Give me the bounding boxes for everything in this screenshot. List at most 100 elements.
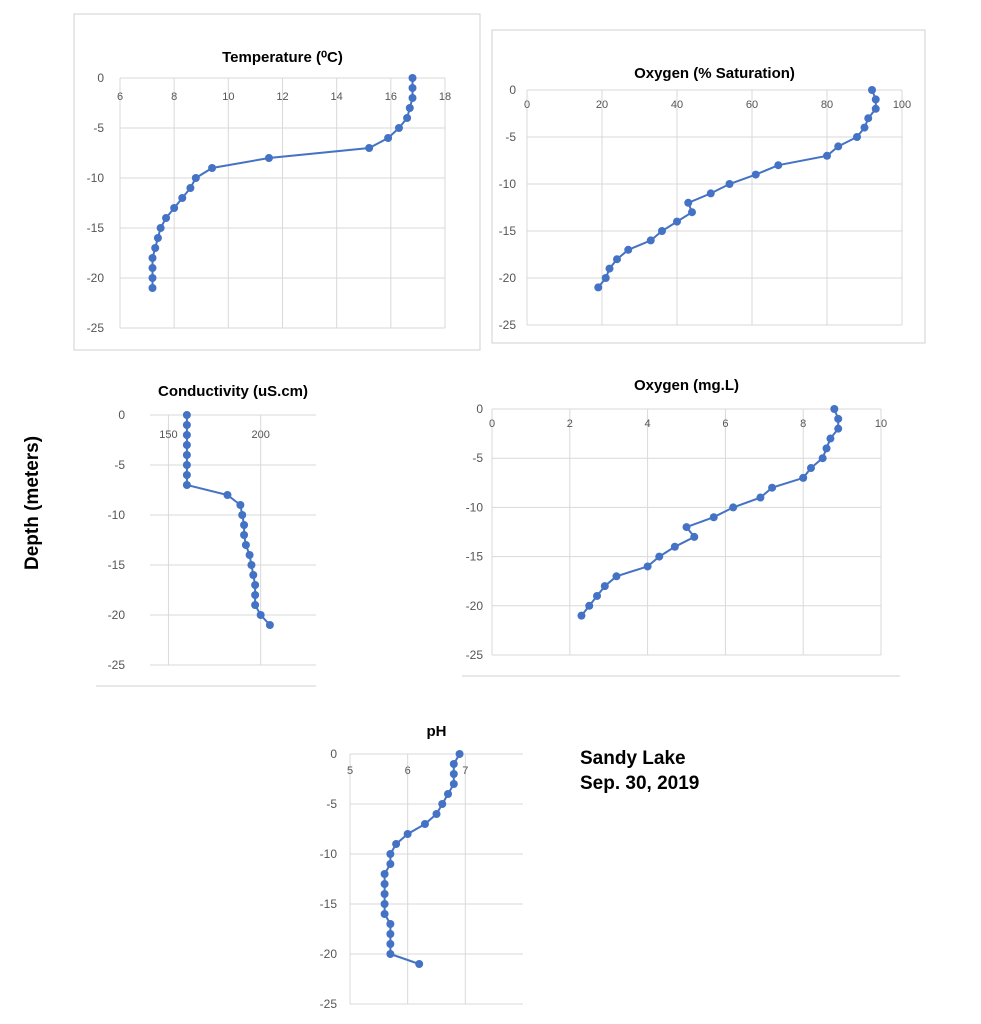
chart-border [491, 29, 926, 344]
data-point [600, 582, 609, 591]
data-point [403, 114, 412, 122]
data-point [392, 840, 401, 848]
data-point [247, 561, 256, 569]
data-point [601, 274, 610, 282]
y-tick-label: -25 [320, 997, 338, 1011]
y-tick-label: 0 [118, 408, 125, 422]
y-tick-label: -10 [466, 500, 484, 514]
chart-border [73, 13, 481, 351]
data-point [208, 164, 217, 172]
x-tick-label: 5 [347, 765, 353, 777]
y-tick-label: -20 [499, 271, 517, 285]
depth-axis-label: Depth (meters) [22, 435, 43, 570]
x-tick-label: 80 [821, 99, 833, 111]
data-point [236, 501, 245, 509]
x-tick-label: 200 [251, 429, 269, 441]
data-point [830, 405, 839, 413]
data-point [241, 541, 250, 549]
data-point [624, 245, 633, 254]
x-tick-label: 4 [645, 418, 651, 430]
series-line [580, 408, 840, 617]
data-point [729, 503, 738, 512]
data-point [380, 890, 389, 898]
y-tick-label: 0 [97, 71, 104, 85]
y-tick-label: -15 [108, 558, 126, 572]
data-point [380, 910, 389, 918]
data-point [148, 284, 157, 292]
data-point [182, 461, 191, 469]
y-tick-label: -20 [466, 599, 484, 613]
data-point [834, 142, 843, 151]
data-point [178, 194, 187, 202]
data-point [643, 562, 652, 571]
data-point [432, 810, 441, 818]
data-point [577, 611, 586, 620]
data-point [265, 621, 274, 629]
y-tick-label: -5 [505, 130, 516, 144]
lake-name: Sandy Lake [580, 748, 686, 769]
data-point [191, 174, 200, 182]
data-point [394, 124, 403, 132]
data-point [148, 254, 157, 262]
y-tick-label: -20 [87, 271, 105, 285]
data-point [853, 133, 861, 141]
data-point [834, 424, 843, 433]
y-tick-label: -25 [466, 648, 484, 662]
data-point [408, 94, 417, 102]
data-point [256, 611, 265, 619]
data-point [860, 123, 869, 132]
data-point [690, 532, 699, 541]
y-tick-label: -15 [466, 550, 484, 564]
data-point [868, 86, 876, 94]
x-tick-label: 8 [171, 91, 177, 103]
data-point [670, 542, 679, 551]
data-point [380, 880, 389, 888]
data-point [449, 760, 458, 768]
data-point [251, 581, 260, 589]
data-point [449, 780, 458, 788]
data-point [774, 161, 783, 170]
data-point [186, 184, 195, 192]
data-point [408, 84, 417, 92]
data-point [605, 264, 614, 273]
y-tick-label: -15 [320, 897, 338, 911]
data-point [148, 274, 157, 282]
figure-caption: Sandy Lake Sep. 30, 2019 [580, 746, 699, 796]
data-point [822, 444, 831, 453]
data-point [148, 264, 157, 272]
data-point [182, 451, 191, 459]
data-point [405, 104, 414, 112]
data-point [415, 960, 424, 968]
y-tick-label: -10 [320, 847, 338, 861]
data-point [386, 940, 395, 948]
data-point [249, 571, 258, 579]
data-point [182, 411, 191, 419]
data-point [386, 950, 395, 958]
data-point [613, 255, 621, 264]
data-point [151, 244, 160, 252]
conductivity-chart: Conductivity (uS.cm) 0 -5 -10 -15 -20 -25 150 20… [96, 383, 316, 687]
ph-chart: pH 0 -5 -10 -15 -20 -25 5 6 7 [320, 723, 523, 1011]
data-point [768, 483, 777, 492]
x-tick-label: 16 [385, 91, 397, 103]
data-point [826, 434, 835, 443]
data-point [238, 511, 247, 519]
series-line [383, 753, 461, 965]
data-point [655, 552, 664, 561]
y-tick-label: -5 [114, 458, 125, 472]
data-point [386, 920, 395, 928]
chart-title: pH [427, 723, 447, 740]
data-point [420, 820, 429, 828]
x-tick-label: 100 [893, 99, 911, 111]
data-point [162, 214, 171, 222]
y-tick-label: -15 [87, 221, 105, 235]
data-point [408, 74, 417, 82]
data-point [182, 421, 191, 429]
data-point [612, 572, 621, 581]
data-point [438, 800, 447, 808]
data-point [182, 481, 191, 489]
x-tick-label: 12 [276, 91, 288, 103]
x-tick-label: 6 [405, 765, 411, 777]
y-tick-label: -20 [108, 608, 126, 622]
data-point [245, 551, 254, 559]
